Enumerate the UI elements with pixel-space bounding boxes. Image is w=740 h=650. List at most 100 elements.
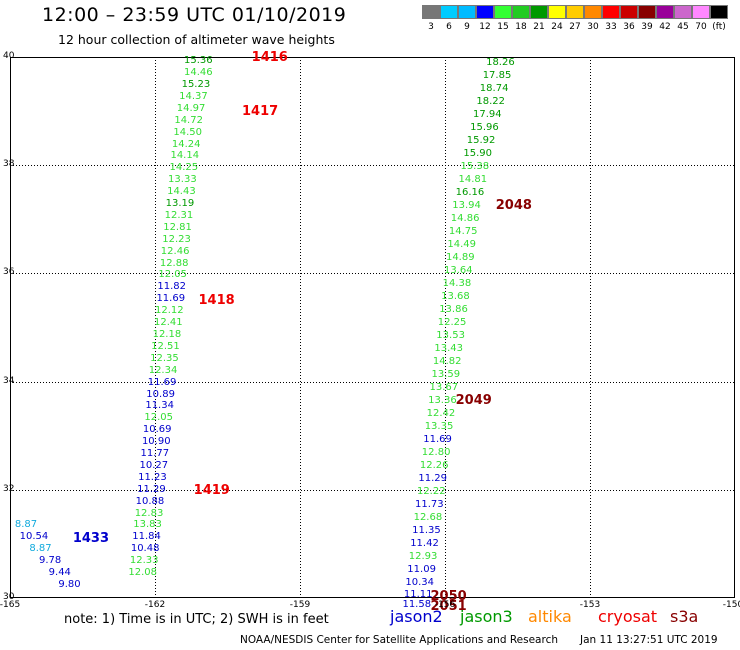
- wave-height-reading: 14.97: [176, 103, 206, 115]
- color-swatch: [692, 5, 710, 19]
- color-scale-label: 45: [677, 22, 689, 32]
- wave-height-reading: 13.68: [441, 291, 470, 303]
- color-swatch: [476, 5, 494, 19]
- wave-height-reading: 14.86: [450, 213, 480, 225]
- wave-height-reading: 14.89: [445, 252, 475, 264]
- color-swatch: [584, 5, 602, 19]
- wave-height-reading: 11.29: [137, 483, 166, 495]
- page-title: 12:00 – 23:59 UTC 01/10/2019: [42, 4, 347, 26]
- satellite-pass-time: 1416: [251, 50, 288, 65]
- wave-height-reading: 12.83: [134, 507, 164, 519]
- wave-height-reading: 13.94: [452, 200, 481, 212]
- wave-height-reading: 11.11: [403, 588, 433, 600]
- color-swatch: [566, 5, 584, 19]
- wave-height-reading: 14.43: [167, 186, 196, 198]
- wave-height-reading: 11.35: [412, 524, 441, 536]
- latitude-label: 36: [3, 267, 15, 278]
- wave-height-reading: 15.90: [463, 148, 492, 160]
- color-swatch: [710, 5, 728, 19]
- wave-height-reading: 18.26: [486, 57, 515, 69]
- wave-height-reading: 14.38: [442, 278, 472, 290]
- legend-item-s3a: s3a: [670, 607, 699, 626]
- wave-height-reading: 14.25: [169, 162, 199, 174]
- wave-height-reading: 10.48: [130, 543, 160, 555]
- wave-height-reading: 13.43: [434, 343, 463, 355]
- color-swatch: [548, 5, 566, 19]
- satellite-pass-time: 2048: [495, 198, 532, 214]
- wave-height-reading: 8.87: [29, 543, 52, 555]
- wave-height-reading: 11.69: [423, 433, 452, 445]
- wave-height-reading: 12.22: [416, 485, 446, 497]
- wave-height-reading: 17.85: [482, 70, 512, 82]
- wave-height-map: 15.36 14.46 15.23 14.37 14.97 14.72 14.50 14.24…: [10, 50, 735, 614]
- wave-height-reading: 9.78: [39, 555, 62, 567]
- wave-height-reading: 11.09: [407, 563, 436, 575]
- wave-height-reading: 8.87: [14, 519, 38, 531]
- wave-height-reading: 12.35: [150, 352, 179, 364]
- wave-height-reading: 12.41: [154, 317, 183, 329]
- color-scale-label: 42: [659, 22, 671, 32]
- wave-height-reading: 13.64: [444, 265, 473, 277]
- wave-height-reading: 11.23: [138, 471, 167, 483]
- wave-height-reading: 12.68: [413, 511, 443, 523]
- wave-height-reading: 14.81: [458, 174, 488, 186]
- wave-height-reading: 14.75: [448, 226, 478, 238]
- wave-height-reading: 14.49: [447, 239, 477, 251]
- wave-height-reading: 15.92: [466, 135, 496, 147]
- color-scale-label: 70: [695, 22, 707, 32]
- wave-height-reading: 12.12: [155, 305, 184, 317]
- color-swatch: [656, 5, 674, 19]
- color-scale-label: 36: [623, 22, 635, 32]
- satellite-pass-time: 1417: [242, 104, 279, 120]
- color-scale-label: 33: [605, 22, 617, 32]
- wave-height-reading: 14.46: [184, 67, 213, 79]
- wave-height-reading: 9.44: [48, 567, 71, 579]
- color-swatch: [422, 5, 440, 19]
- wave-height-reading: 15.23: [181, 79, 211, 91]
- color-swatch: [674, 5, 692, 19]
- wave-height-reading: 16.16: [455, 187, 485, 199]
- wave-height-reading: 18.22: [476, 96, 506, 108]
- wave-height-reading: 11.58: [402, 599, 432, 611]
- wave-height-reading: 13.59: [431, 369, 461, 381]
- color-scale: [422, 5, 728, 19]
- color-scale-label: 21: [533, 22, 545, 32]
- wave-height-reading: 11.84: [132, 531, 161, 543]
- legend-item-cryosat: cryosat: [598, 607, 658, 626]
- color-scale-labels: 3 6 9 12 15 18 21 24 27 30 33 36 39 42 45 70 (ft): [422, 22, 728, 32]
- footer-timestamp: Jan 11 13:27:51 UTC 2019: [580, 634, 718, 646]
- wave-height-reading: 15.96: [470, 122, 499, 134]
- wave-height-reading: 10.34: [405, 576, 434, 588]
- wave-height-reading: 14.37: [179, 90, 208, 102]
- wave-height-reading: 13.36: [428, 394, 457, 406]
- wave-height-reading: 12.42: [426, 407, 456, 419]
- color-swatch: [602, 5, 620, 19]
- color-swatch: [530, 5, 548, 19]
- wave-height-reading: 11.73: [415, 498, 444, 510]
- longitude-label: -165: [0, 600, 21, 610]
- footer-credit: NOAA/NESDIS Center for Satellite Applica…: [240, 634, 558, 646]
- color-swatch: [440, 5, 458, 19]
- wave-height-reading: 12.08: [128, 567, 158, 579]
- wave-height-reading: 10.88: [135, 495, 165, 507]
- longitude-label: -153: [579, 600, 601, 610]
- wave-height-reading: 10.89: [146, 388, 175, 400]
- wave-height-reading: 13.35: [424, 420, 454, 432]
- wave-height-reading: 13.19: [165, 198, 195, 210]
- color-scale-label: 30: [587, 22, 599, 32]
- satellite-pass-time: 2049: [455, 392, 492, 408]
- wave-height-reading: 15.38: [460, 161, 490, 173]
- color-scale-label: 3: [428, 22, 434, 32]
- wave-height-reading: 12.46: [160, 245, 190, 257]
- wave-height-reading: 14.24: [171, 138, 201, 150]
- latitude-label: 34: [3, 375, 15, 386]
- wave-height-reading: 12.05: [144, 412, 173, 424]
- page-subtitle: 12 hour collection of altimeter wave hei…: [58, 32, 335, 47]
- wave-height-reading: 14.50: [173, 126, 202, 138]
- wave-height-reading: 12.31: [164, 209, 194, 221]
- satellite-pass-time: 1418: [198, 293, 235, 309]
- wave-height-reading: 12.26: [419, 459, 449, 471]
- color-scale-label: 39: [641, 22, 653, 32]
- color-scale-label: 9: [464, 22, 470, 32]
- latitude-label: 40: [3, 51, 15, 61]
